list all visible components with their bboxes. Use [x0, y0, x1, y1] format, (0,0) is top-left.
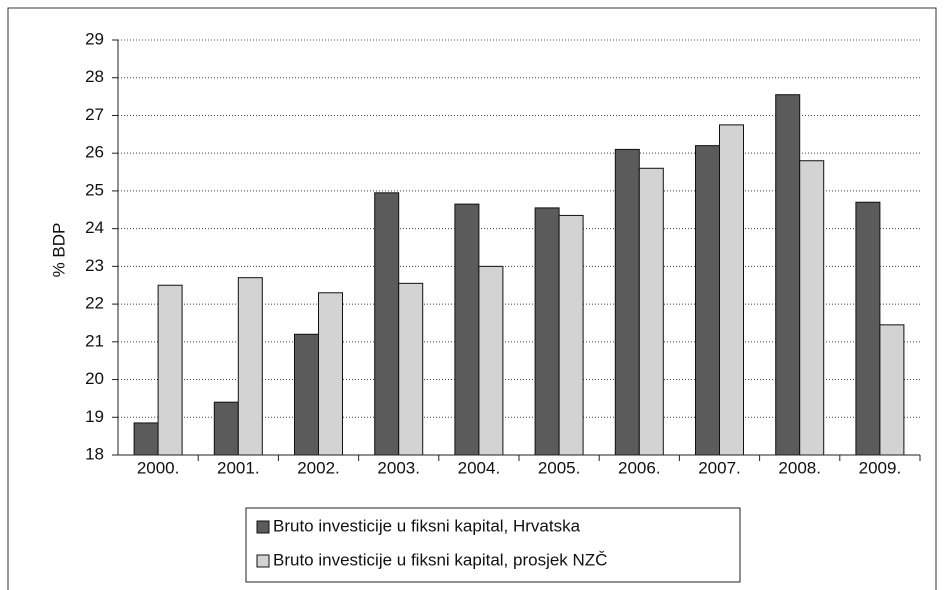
bar — [695, 145, 720, 456]
y-tick-label: 27 — [85, 105, 104, 124]
bar — [614, 148, 640, 456]
x-tick-label: 2008. — [778, 458, 821, 477]
bar — [799, 160, 825, 456]
y-tick-label: 25 — [85, 180, 104, 199]
bar — [157, 284, 183, 456]
x-tick-label: 2000. — [137, 458, 180, 477]
y-tick-label: 22 — [85, 294, 104, 313]
bar — [638, 167, 664, 456]
x-tick-label: 2007. — [698, 458, 741, 477]
legend-swatch — [256, 520, 270, 534]
bar — [454, 203, 480, 456]
y-tick-label: 21 — [85, 331, 104, 350]
legend-label: Bruto investicije u fiksni kapital, pros… — [273, 550, 607, 569]
x-tick-label: 2001. — [217, 458, 260, 477]
bar — [879, 324, 905, 456]
y-tick-label: 26 — [85, 143, 104, 162]
bar — [398, 282, 424, 456]
y-tick-label: 23 — [85, 256, 104, 275]
y-tick-label: 18 — [85, 444, 104, 463]
bar — [237, 277, 263, 456]
y-tick-label: 19 — [85, 407, 104, 426]
bar — [213, 401, 239, 456]
x-tick-label: 2004. — [458, 458, 501, 477]
x-tick-label: 2009. — [859, 458, 902, 477]
chart-frame — [7, 7, 937, 590]
x-tick-label: 2003. — [377, 458, 420, 477]
y-axis-label: % BDP — [49, 223, 68, 278]
bar — [855, 201, 881, 456]
y-tick-label: 24 — [85, 218, 104, 237]
bar — [558, 214, 584, 456]
x-tick-label: 2002. — [297, 458, 340, 477]
bar — [775, 94, 801, 456]
bar — [719, 124, 744, 456]
bar — [318, 292, 343, 456]
y-tick-label: 20 — [85, 369, 104, 388]
legend — [245, 507, 741, 583]
legend-swatch — [256, 554, 270, 568]
bar — [478, 265, 504, 456]
legend-label: Bruto investicije u fiksni kapital, Hrva… — [273, 516, 581, 535]
y-tick-label: 29 — [85, 29, 104, 48]
bar — [534, 207, 560, 456]
bar — [294, 333, 319, 456]
x-tick-label: 2005. — [538, 458, 581, 477]
bar — [374, 192, 400, 456]
bar — [133, 422, 159, 456]
y-tick-label: 28 — [85, 67, 104, 86]
x-tick-label: 2006. — [618, 458, 661, 477]
